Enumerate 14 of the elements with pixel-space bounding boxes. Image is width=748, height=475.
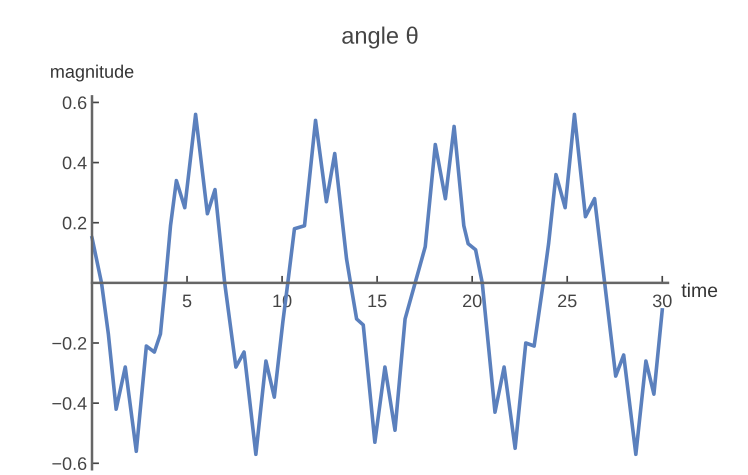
chart-title: angle θ [342, 26, 418, 49]
y-tick-label: −0.6 [52, 457, 86, 470]
x-tick-label: 5 [182, 294, 192, 308]
y-tick-label: 0.4 [62, 156, 87, 170]
y-axis-title: magnitude [51, 64, 134, 82]
y-tick-label: −0.2 [52, 336, 86, 350]
x-axis-title: time [682, 282, 718, 298]
x-tick-label: 15 [368, 294, 386, 308]
y-tick-label: −0.4 [52, 397, 87, 410]
y-tick-label: 0.2 [62, 216, 86, 230]
x-tick-label: 30 [652, 294, 672, 308]
y-tick-label: 0.6 [62, 96, 86, 110]
x-tick-label: 20 [463, 294, 482, 308]
x-tick-label: 25 [558, 294, 577, 308]
